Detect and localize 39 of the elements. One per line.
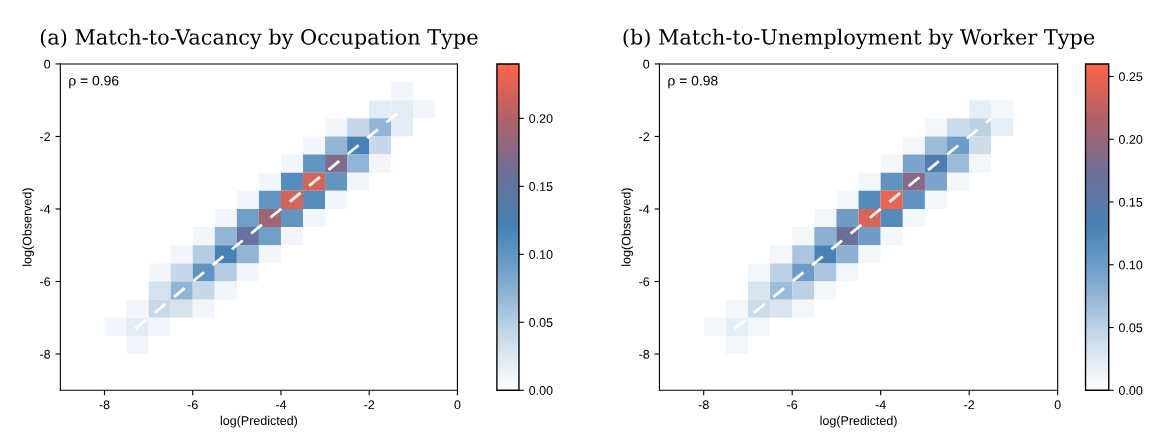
y-tick-label: -8 [40, 349, 51, 359]
chart-title: (b) Match-to-Unemployment by Worker Type [623, 28, 1095, 50]
x-axis-title: log(Predicted) [820, 415, 897, 428]
y-tick-label: -8 [639, 349, 650, 359]
color-bar-label: 0.20 [529, 114, 553, 123]
y-tick-label: 0 [44, 59, 51, 69]
color-bar-label: 0.15 [529, 182, 553, 191]
x-tick-label: -6 [187, 400, 198, 410]
x-tick-label: -2 [964, 400, 975, 410]
color-bar-label: 0.20 [1118, 135, 1143, 144]
x-axis-title: log(Predicted) [220, 415, 298, 428]
y-tick-label: -2 [40, 132, 51, 141]
y-axis-title: log(Observed) [22, 188, 34, 266]
chart-title: (a) Match-to-Vacancy by Occupation Type [40, 28, 478, 50]
x-tick-label: 0 [1054, 400, 1061, 410]
x-tick-label: -2 [364, 400, 375, 410]
y-tick-label: 0 [643, 59, 650, 69]
y-tick-label: -2 [639, 132, 650, 141]
y-tick-label: -4 [40, 204, 51, 214]
color-bar-label: 0.25 [1118, 72, 1143, 82]
annotation: ρ = 0.98 [668, 75, 718, 89]
color-bar-label: 0.15 [1118, 197, 1143, 207]
x-tick-label: -8 [99, 400, 110, 410]
color-bar-label: 0.10 [529, 250, 553, 259]
color-bar-label: 0.10 [1118, 260, 1143, 270]
y-tick-label: -4 [639, 204, 650, 214]
x-tick-label: -4 [875, 400, 886, 410]
color-bar-label: 0.05 [1118, 323, 1143, 333]
color-bar-label: 0.00 [529, 386, 553, 395]
x-tick-label: -8 [698, 400, 709, 410]
y-tick-label: -6 [40, 277, 51, 287]
color-bar-label: 0.00 [1118, 386, 1143, 395]
annotation: ρ = 0.96 [69, 75, 119, 89]
color-bar-label: 0.05 [529, 318, 553, 327]
y-tick-label: -6 [639, 277, 650, 287]
y-axis-title: log(Observed) [621, 188, 634, 266]
x-tick-label: -6 [787, 400, 798, 410]
x-tick-label: -4 [275, 400, 287, 410]
x-tick-label: 0 [454, 400, 461, 410]
